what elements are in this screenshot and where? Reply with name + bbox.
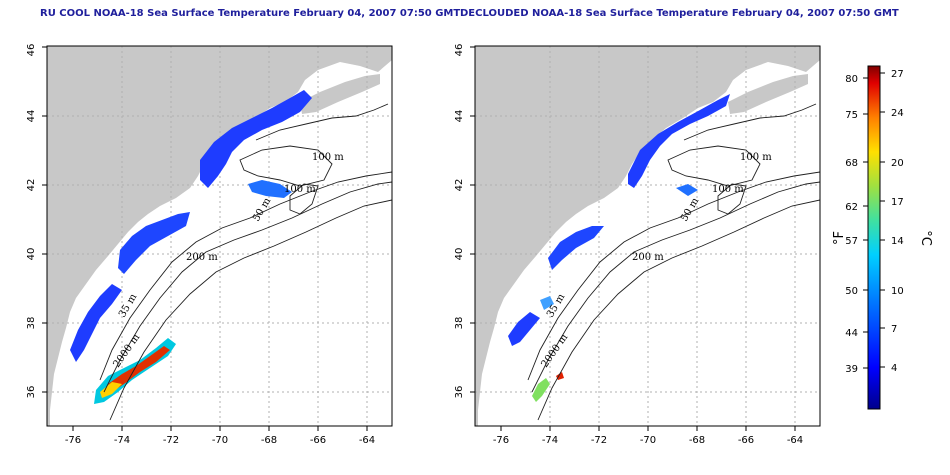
right-y-tick: 46 (454, 44, 465, 57)
right-x-tick: -76 (493, 435, 509, 446)
right-x-tick: -66 (738, 435, 754, 446)
right-x-tick: -70 (640, 435, 656, 446)
left-x-tick: -66 (310, 435, 326, 446)
right-x-tick: -64 (787, 435, 803, 446)
left-map-title: RU COOL NOAA-18 Sea Surface Temperature … (40, 8, 461, 19)
colorbar-f-tick: 57 (845, 236, 858, 247)
left-contour-label: 100 m (312, 152, 344, 163)
left-nova-scotia (300, 74, 380, 114)
left-y-tick: 36 (26, 386, 37, 399)
left-contour-label: 200 m (186, 252, 218, 263)
left-y-tick: 46 (26, 44, 37, 57)
colorbar-gradient (867, 65, 881, 410)
colorbar-c-tick: 4 (891, 363, 897, 374)
right-sst-midatlantic (508, 312, 540, 346)
colorbar: 80 75 68 62 57 50 44 39 27 24 20 17 14 1… (832, 65, 933, 410)
colorbar-c-tick: 20 (891, 158, 904, 169)
right-y-tick: 36 (454, 386, 465, 399)
left-x-tick: -76 (65, 435, 81, 446)
left-x-tick: -70 (212, 435, 228, 446)
left-y-tick: 42 (26, 179, 37, 192)
left-y-tick: 40 (26, 248, 37, 261)
left-y-tick: 38 (26, 317, 37, 330)
right-y-tick: 44 (454, 110, 465, 123)
right-map-title: DECLOUDED NOAA-18 Sea Surface Temperatur… (460, 8, 899, 19)
left-x-tick: -64 (359, 435, 375, 446)
colorbar-c-tick: 7 (891, 324, 897, 335)
right-y-tick: 40 (454, 248, 465, 261)
colorbar-f-tick: 75 (845, 110, 858, 121)
right-sst-warm (532, 378, 550, 402)
right-x-tick: -74 (542, 435, 558, 446)
right-x-tick: -68 (689, 435, 705, 446)
left-x-tick: -74 (114, 435, 130, 446)
right-sst-patch (540, 296, 554, 310)
left-y-tick: 44 (26, 110, 37, 123)
colorbar-f-tick: 39 (845, 364, 858, 375)
left-contour-label: 100 m (284, 184, 316, 195)
left-x-tick: -72 (163, 435, 179, 446)
right-sst-shelf (548, 226, 604, 270)
right-nova-scotia (728, 74, 808, 114)
right-contour-label: 100 m (740, 152, 772, 163)
colorbar-f-tick: 68 (845, 158, 858, 169)
right-contour-label: 200 m (632, 252, 664, 263)
right-contour-label: 100 m (712, 184, 744, 195)
colorbar-c-tick: 27 (891, 69, 904, 80)
right-sst-gulf-maine (628, 94, 730, 188)
colorbar-fahrenheit-unit: °F (832, 231, 847, 245)
colorbar-f-tick: 62 (845, 202, 858, 213)
left-sst-shelf (118, 212, 190, 274)
right-sst-georges (676, 184, 698, 196)
colorbar-c-tick: 24 (891, 108, 904, 119)
left-sst-georges (248, 180, 292, 198)
colorbar-c-tick: 17 (891, 197, 904, 208)
colorbar-f-tick: 44 (845, 328, 858, 339)
colorbar-celsius-unit: °C (918, 230, 933, 246)
left-sst-warm-core (108, 346, 170, 392)
colorbar-c-tick: 14 (891, 236, 904, 247)
right-land-mass (475, 46, 820, 426)
left-x-tick: -68 (261, 435, 277, 446)
right-y-tick: 38 (454, 317, 465, 330)
right-map-panel: 100 m 100 m 50 m 200 m 35 m 2000 m -76 -… (454, 44, 821, 446)
colorbar-f-tick: 50 (845, 286, 858, 297)
right-y-tick: 42 (454, 179, 465, 192)
left-sst-midatlantic (70, 284, 122, 362)
colorbar-c-tick: 10 (891, 286, 904, 297)
left-land-mass (47, 46, 392, 426)
right-x-tick: -72 (591, 435, 607, 446)
left-sst-gulf-maine (200, 90, 312, 188)
left-sst-warm-edge (100, 382, 122, 398)
left-map-panel: 100 m 100 m 50 m 200 m 35 m 2000 m -76 -… (26, 44, 393, 446)
colorbar-f-tick: 80 (845, 74, 858, 85)
